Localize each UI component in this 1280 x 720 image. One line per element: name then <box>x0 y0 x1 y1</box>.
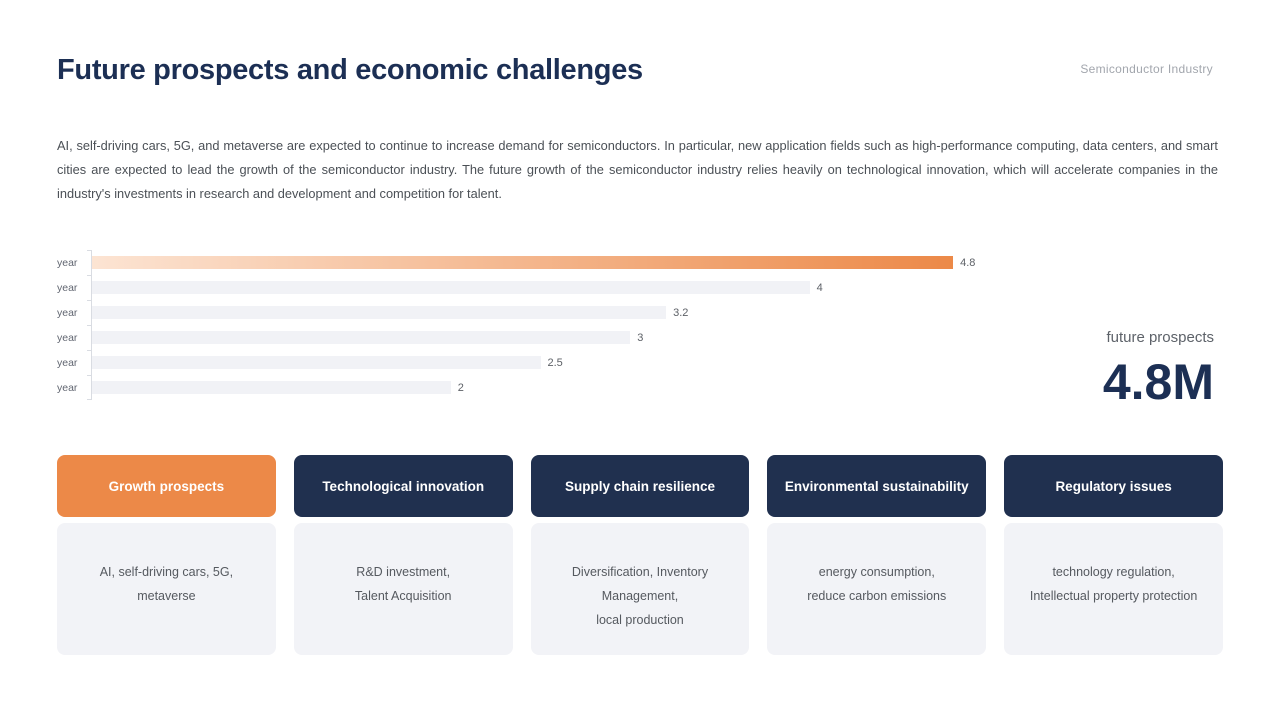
category-label: year <box>57 256 78 269</box>
bar-track: 2 <box>87 375 989 400</box>
card-regulatory-issues: Regulatory issues technology regulation,… <box>1004 455 1223 655</box>
category-label: year <box>57 331 78 344</box>
card-header: Environmental sustainability <box>767 455 987 517</box>
bar-track: 4 <box>87 275 989 300</box>
metric-callout: future prospects 4.8M <box>1103 329 1214 411</box>
bar-chart-rows: year 4.8 year 4 year 3.2 year 3 year 2.5 year 2 <box>57 250 989 400</box>
card-environmental-sustainability: Environmental sustainability energy cons… <box>767 455 987 655</box>
chart-row: year 4 <box>57 275 989 300</box>
bar-chart: year 4.8 year 4 year 3.2 year 3 year 2.5 year 2 <box>57 250 989 400</box>
card-technological-innovation: Technological innovation R&D investment,… <box>293 455 513 655</box>
bar <box>92 281 810 294</box>
value-label: 4.8 <box>960 256 976 269</box>
value-label: 2.5 <box>547 356 563 369</box>
page-title: Future prospects and economic challenges <box>57 54 643 86</box>
chart-row: year 2.5 <box>57 350 989 375</box>
category-label: year <box>57 381 78 394</box>
bar-track: 3.2 <box>87 300 989 325</box>
card-body: Diversification, Inventory Management, l… <box>530 523 750 655</box>
card-header: Growth prospects <box>57 455 276 517</box>
value-label: 3.2 <box>673 306 689 319</box>
card-body: R&D investment, Talent Acquisition <box>293 523 513 655</box>
card-body: AI, self-driving cars, 5G, metaverse <box>57 523 276 655</box>
card-header: Supply chain resilience <box>530 455 750 517</box>
value-label: 3 <box>637 331 644 344</box>
intro-paragraph: AI, self-driving cars, 5G, and metaverse… <box>57 138 1218 201</box>
bar <box>92 331 631 344</box>
category-label: year <box>57 306 78 319</box>
chart-row: year 3.2 <box>57 300 989 325</box>
bar <box>92 306 667 319</box>
bar <box>92 256 954 269</box>
bar-track: 2.5 <box>87 350 989 375</box>
bar-track: 3 <box>87 325 989 350</box>
card-growth-prospects: Growth prospects AI, self-driving cars, … <box>57 455 276 655</box>
card-body: technology regulation, Intellectual prop… <box>1004 523 1223 655</box>
card-supply-chain-resilience: Supply chain resilience Diversification,… <box>530 455 750 655</box>
bar <box>92 356 541 369</box>
value-label: 2 <box>457 381 464 394</box>
metric-label: future prospects <box>1106 329 1214 346</box>
cards-row: Growth prospects AI, self-driving cars, … <box>57 455 1223 655</box>
chart-row: year 2 <box>57 375 989 400</box>
card-body: energy consumption, reduce carbon emissi… <box>767 523 987 655</box>
chart-row: year 4.8 <box>57 250 989 275</box>
slide-tag: Semiconductor Industry <box>1080 62 1213 76</box>
card-header: Technological innovation <box>293 455 513 517</box>
value-label: 4 <box>816 281 823 294</box>
chart-row: year 3 <box>57 325 989 350</box>
bar-track: 4.8 <box>87 250 989 275</box>
category-label: year <box>57 281 78 294</box>
metric-value: 4.8M <box>1102 354 1214 410</box>
bar <box>92 381 451 394</box>
card-header: Regulatory issues <box>1004 455 1223 517</box>
category-label: year <box>57 356 78 369</box>
